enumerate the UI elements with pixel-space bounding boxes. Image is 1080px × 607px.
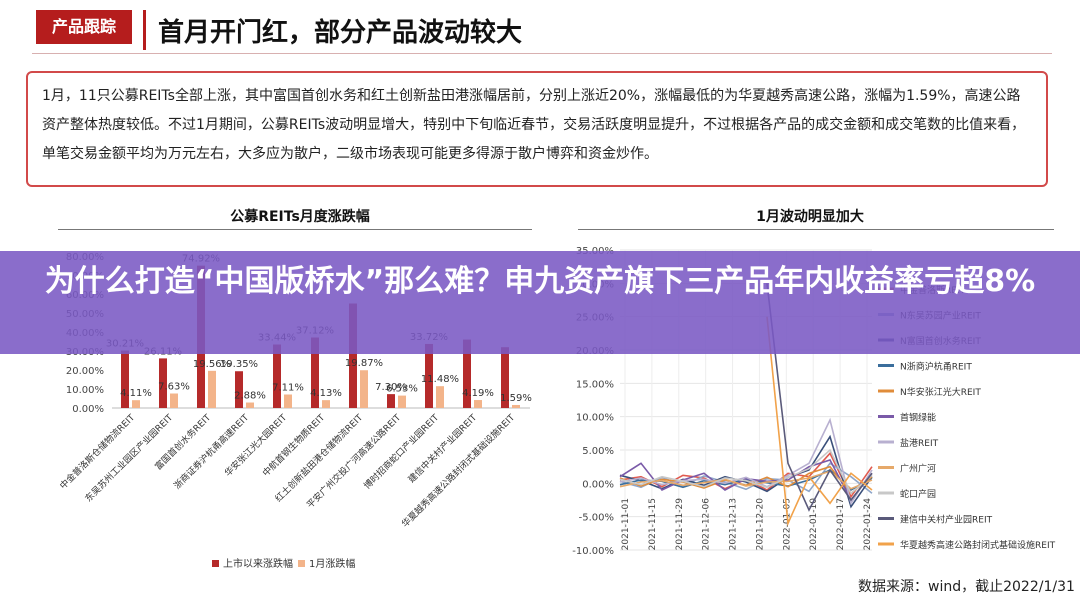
bar-category-label: 中航首钢生物质REIT	[260, 411, 328, 479]
line-ytick-label: 0.00%	[582, 479, 614, 490]
bar-data-label: 1.59%	[500, 393, 532, 404]
line-chart-title-rule	[578, 229, 1054, 230]
bar-since-listing	[349, 303, 357, 408]
bar-data-label: 19.56%	[193, 359, 231, 370]
line-ytick-label: 15.00%	[576, 379, 614, 390]
bar-data-label: 4.11%	[120, 388, 152, 399]
header-divider	[143, 10, 146, 50]
line-xtick-label: 2021-11-15	[648, 498, 658, 550]
bar-since-listing	[159, 358, 167, 408]
bar-data-label: 4.19%	[462, 388, 494, 399]
overlay-banner-text: 为什么打造“中国版桥水”那么难？申九资产旗下三产品年内收益率亏超8%	[44, 264, 1036, 299]
bar-legend-swatch-jan	[298, 560, 305, 567]
bar-category-label: 建信中关村产业园REIT	[406, 411, 480, 485]
line-xtick-label: 2021-11-29	[675, 498, 685, 551]
bar-ytick-label: 0.00%	[72, 404, 104, 415]
summary-box: 1月，11只公募REITs全部上涨，其中富国首创水务和红土创新盐田港涨幅居前，分…	[26, 71, 1048, 187]
bar-jan-change	[512, 404, 520, 408]
line-series-11	[766, 316, 873, 527]
line-legend-label: N浙商沪杭甬REIT	[900, 361, 972, 373]
line-series-9	[619, 448, 873, 495]
line-legend-label: N华安张江光大REIT	[900, 386, 981, 398]
bar-chart: 80.00%70.00%60.00%50.00%40.00%30.00%20.0…	[57, 252, 532, 570]
line-legend-label: 首钢绿能	[900, 412, 936, 424]
page-title: 首月开门红，部分产品波动较大	[158, 18, 523, 48]
bar-chart-title: 公募REITs月度涨跌幅	[230, 209, 370, 225]
bar-since-listing	[273, 344, 281, 408]
line-series-7	[619, 417, 873, 506]
bar-legend-label: 上市以来涨跌幅	[223, 557, 293, 570]
bar-data-label: 4.13%	[310, 388, 342, 399]
bar-since-listing	[425, 343, 433, 408]
line-legend-label: 盐港REIT	[900, 437, 939, 449]
bar-category-label: 博时招商蛇口产业园REIT	[361, 411, 441, 491]
bar-data-label: 7.63%	[158, 382, 190, 393]
line-series-6	[619, 459, 873, 502]
line-ytick-label: 10.00%	[576, 413, 614, 424]
header-underline	[32, 53, 1052, 54]
bar-jan-change	[398, 395, 406, 408]
bar-data-label: 19.87%	[345, 358, 383, 369]
bar-jan-change	[132, 400, 140, 408]
bar-legend-swatch-since-listing	[212, 560, 219, 567]
line-xtick-label: 2021-12-06	[702, 498, 712, 551]
bar-since-listing	[387, 394, 395, 408]
line-xtick-label: 2021-12-20	[755, 498, 765, 551]
line-xtick-label: 2022-01-10	[809, 498, 819, 551]
line-ytick-label: 5.00%	[582, 446, 614, 457]
bar-data-label: 11.48%	[421, 374, 459, 385]
bar-jan-change	[436, 386, 444, 408]
line-legend-label: 蛇口产园	[900, 488, 936, 500]
line-xtick-label: 2021-11-01	[621, 498, 631, 550]
page-header: 产品跟踪 首月开门红，部分产品波动较大	[0, 0, 1080, 58]
bar-ytick-label: 20.00%	[66, 366, 104, 377]
bar-jan-change	[360, 370, 368, 408]
bar-data-label: 6.53%	[386, 384, 418, 395]
bar-since-listing	[121, 350, 129, 408]
line-legend-label: 华夏越秀高速公路封闭式基础设施REIT	[900, 539, 1056, 551]
line-legend-label: 建信中关村产业园REIT	[900, 514, 993, 526]
bar-chart-title-rule	[58, 229, 532, 230]
bar-data-label: 19.35%	[220, 359, 258, 370]
line-xtick-label: 2021-12-13	[729, 498, 739, 550]
bar-category-label: 浙商证券沪杭甬高速REIT	[171, 411, 251, 491]
bar-ytick-label: 10.00%	[66, 385, 104, 396]
line-chart-title: 1月波动明显加大	[756, 209, 864, 225]
bar-jan-change	[474, 400, 482, 408]
line-xtick-label: 2022-01-17	[836, 498, 846, 550]
line-xtick-label: 2022-01-24	[863, 498, 873, 551]
bar-since-listing	[501, 347, 509, 408]
bar-jan-change	[208, 370, 216, 408]
line-ytick-label: -5.00%	[579, 513, 614, 524]
line-legend-label: 广州广河	[900, 463, 936, 475]
bar-jan-change	[284, 394, 292, 408]
bar-since-listing	[463, 339, 471, 408]
bar-data-label: 2.88%	[234, 391, 266, 402]
data-source-note: 数据来源：wind，截止2022/1/31	[858, 579, 1075, 595]
bar-since-listing	[235, 371, 243, 408]
bar-jan-change	[322, 400, 330, 408]
section-tag: 产品跟踪	[36, 10, 132, 44]
bar-jan-change	[170, 393, 178, 408]
line-ytick-label: -10.00%	[572, 546, 614, 557]
overlay-banner	[0, 251, 1080, 354]
bar-category-label: 华安张江光大园REIT	[222, 411, 290, 479]
bar-jan-change	[246, 402, 254, 408]
bar-data-label: 7.30%	[375, 382, 407, 393]
bar-category-label: 中金普洛斯仓储物流REIT	[57, 411, 137, 491]
bar-since-listing	[311, 337, 319, 408]
bar-data-label: 7.11%	[272, 382, 304, 393]
line-series-3	[619, 434, 873, 509]
bar-legend-label: 1月涨跌幅	[309, 557, 355, 570]
